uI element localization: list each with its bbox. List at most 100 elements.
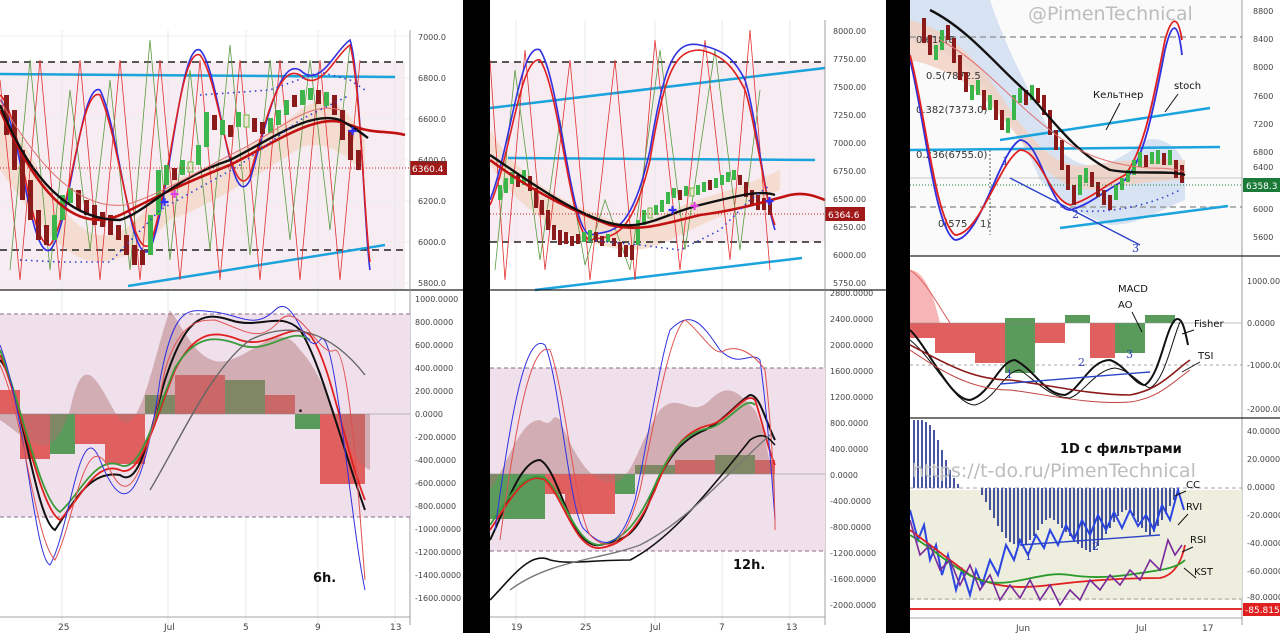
thin-green-osc — [494, 49, 761, 271]
price-tick: 6400 — [1253, 163, 1273, 172]
chart-panel-6h: ✚ ✚ ✚ 6360.4 7000.0 6800.0 6600.0 6400.0… — [0, 0, 463, 633]
osc-tick: 400.0000 — [415, 364, 453, 373]
price-tick: 7000.00 — [833, 139, 866, 148]
marker-pink-cross: ✚ — [690, 200, 699, 213]
tsi-signal — [910, 349, 1191, 403]
x-tick: 13 — [390, 623, 401, 633]
price-tick: 6750.00 — [833, 167, 866, 176]
osc-tick: -800.0000 — [415, 502, 456, 511]
fib-label: 0.5(7872.5 — [926, 71, 981, 82]
osc-red — [490, 397, 776, 549]
osc-green — [0, 334, 311, 514]
wave-label: 2 — [1092, 540, 1099, 553]
chart-12h-svg: ✚ ✚ ✚ 6364.6 8000.00 7750.00 7500.00 725… — [490, 20, 886, 633]
price-tick: 5600 — [1253, 233, 1273, 242]
osc-red-thin — [499, 319, 776, 545]
last-osc-text: -85.815 — [1245, 606, 1280, 616]
osc-tick: -200.0000 — [415, 433, 456, 442]
x-tick: 25 — [58, 623, 69, 633]
osc-tick: -20.0000 — [1247, 511, 1280, 520]
fisher-label: Fisher — [1194, 319, 1225, 330]
osc-tick: 2800.0000 — [830, 289, 873, 298]
keltner-pointer — [1105, 102, 1121, 131]
watermark-top: @PimenTechnical — [1028, 3, 1193, 25]
osc-long-black — [490, 435, 776, 601]
osc-tick: -400.0000 — [830, 497, 871, 506]
last-osc-badge — [1243, 603, 1280, 616]
last-price-badge — [410, 161, 447, 175]
x-tick: 19 — [511, 623, 523, 633]
kst-purple — [910, 519, 1183, 607]
stoch-label: stoch — [1174, 81, 1201, 92]
macd-label: MACD — [1118, 284, 1148, 295]
ma-black — [929, 8, 1186, 177]
osc-tick: 20.0000 — [1247, 455, 1280, 464]
osc-tick: -1600.0000 — [830, 575, 876, 584]
blue-dotted — [19, 71, 366, 263]
osc-tick: -40.0000 — [1247, 539, 1280, 548]
rsi-label: RSI — [1190, 535, 1206, 546]
osc-tick: 800.0000 — [415, 318, 453, 327]
macd-trendline — [999, 371, 1151, 385]
wave-label: 1 — [1025, 550, 1032, 563]
cyan-mid-line — [507, 156, 816, 162]
chart-panel-1d: 0.618(8 0.5(7872.5 0.382(7373.0) 0.236(6… — [910, 0, 1280, 633]
chart-6h-svg: ✚ ✚ ✚ 6360.4 7000.0 6800.0 6600.0 6400.0… — [0, 30, 463, 633]
macd-black — [910, 318, 1189, 402]
fib-label: 0.618(8 — [916, 35, 955, 46]
price-tick: 5800.0 — [418, 279, 446, 288]
x-tick: 9 — [315, 623, 321, 633]
cyan-horizontal — [910, 145, 1221, 152]
price-tick: 6200.0 — [418, 197, 446, 206]
watermark-url: https://t-do.ru/PimenTechnical — [912, 460, 1196, 482]
ao-pointer — [1131, 311, 1143, 333]
marker-blue-cross-2: ✚ — [765, 195, 774, 208]
ma-black — [0, 104, 369, 222]
last-price-badge — [825, 207, 865, 221]
stoch-blue — [490, 43, 776, 236]
osc-red-thin — [0, 315, 366, 581]
price-tick: 6600.0 — [418, 115, 446, 124]
osc-tick: -1400.0000 — [415, 571, 461, 580]
osc-tick: 1200.0000 — [830, 393, 873, 402]
stoch-blue — [910, 27, 1183, 241]
ao-area — [490, 390, 775, 500]
marker-blue-cross: ✚ — [160, 196, 169, 209]
x-tick: Jul — [163, 623, 175, 633]
osc-tick: 1000.0000 — [415, 295, 458, 304]
price-axis-1d: 8800 8400 8000 7600 7200 6800 6400 6000 … — [1253, 7, 1273, 242]
osc-tick: -1200.0000 — [830, 549, 876, 558]
osc-axis-6h: 1000.0000 800.0000 600.0000 400.0000 200… — [415, 295, 461, 603]
x-tick: Jul — [1135, 624, 1147, 633]
chart-1d-svg: 0.618(8 0.5(7872.5 0.382(7373.0) 0.236(6… — [910, 0, 1280, 633]
macd-tick: -1000.0000 — [1247, 361, 1280, 370]
filter-trendline — [1019, 534, 1161, 546]
price-tick: 5750.00 — [833, 279, 866, 288]
tsi-label: TSI — [1197, 351, 1213, 362]
cyan-upper-channel — [490, 66, 826, 110]
price-tick: 7250.00 — [833, 111, 866, 120]
x-tick: 7 — [719, 623, 725, 633]
rvi-label: RVI — [1186, 502, 1202, 513]
wave-label: 1 — [1002, 155, 1009, 168]
last-price-text: 6364.6 — [828, 211, 860, 221]
cyan-top-line — [0, 72, 396, 79]
ao-area — [0, 310, 370, 470]
price-tick: 8800 — [1253, 7, 1273, 16]
marker-blue-cross: ✚ — [668, 204, 677, 217]
macd-tick: 0.0000 — [1247, 319, 1275, 328]
wave-label: 3 — [1126, 348, 1133, 361]
last-price-badge — [1243, 178, 1280, 192]
x-axis-1d: Jun Jul 17 — [1015, 624, 1213, 633]
price-tick: 8000.00 — [833, 27, 866, 36]
price-axis-12h: 8000.00 7750.00 7500.00 7250.00 7000.00 … — [833, 27, 866, 288]
osc-tick: 200.0000 — [415, 387, 453, 396]
osc-axis-1d: 40.0000 20.0000 0.0000 -20.0000 -40.0000… — [1247, 427, 1280, 602]
price-tick: 7600 — [1253, 92, 1273, 101]
price-tick: 8400 — [1253, 35, 1273, 44]
keltner-label: Кельтнер — [1093, 90, 1143, 101]
osc-gray — [509, 434, 771, 591]
macd-tick: 1000.0000 — [1247, 277, 1280, 286]
rsi-pointer — [1181, 546, 1194, 553]
stoch-red — [490, 49, 776, 241]
